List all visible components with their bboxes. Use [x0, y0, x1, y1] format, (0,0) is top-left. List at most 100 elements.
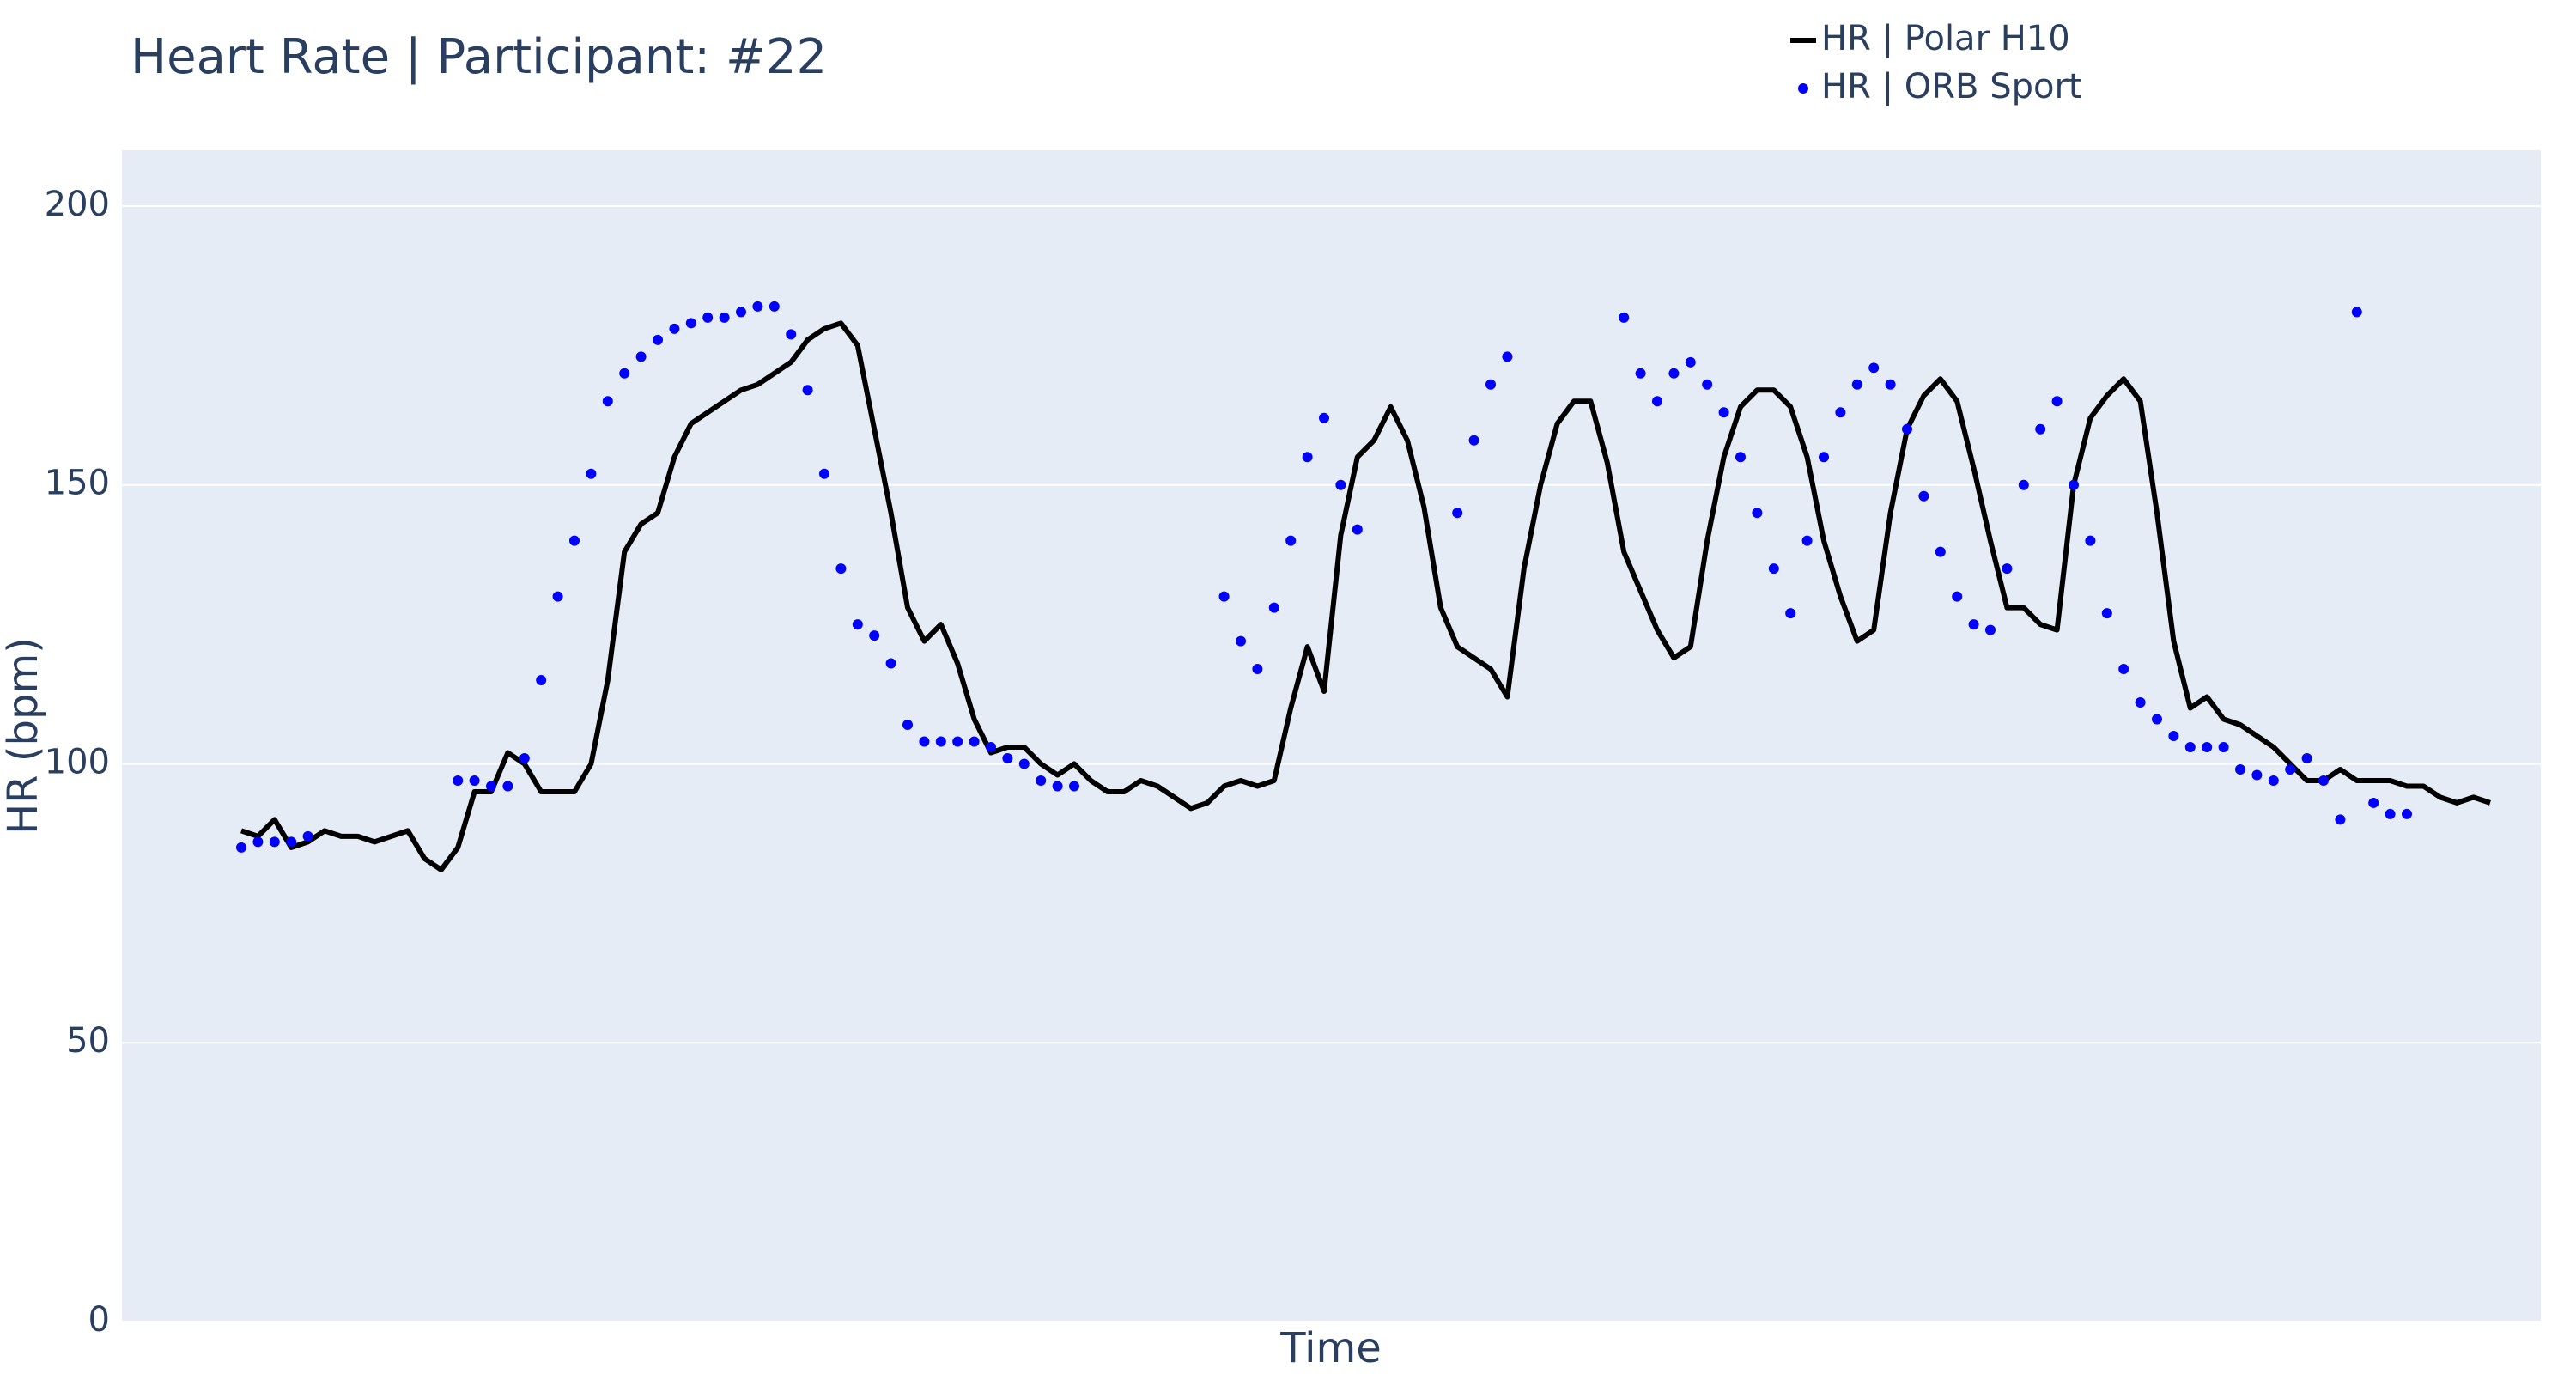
- series-point: [653, 334, 663, 345]
- series-point: [1785, 608, 1796, 619]
- series-point: [935, 736, 946, 747]
- series-point: [1652, 396, 1662, 407]
- series-point: [2402, 808, 2412, 819]
- y-tick-label: 200: [45, 185, 110, 224]
- series-point: [2202, 741, 2213, 752]
- chart-title: Heart Rate | Participant: #22: [131, 29, 827, 85]
- series-point: [486, 781, 496, 792]
- legend-label: HR | Polar H10: [1821, 19, 2070, 58]
- series-point: [952, 736, 963, 747]
- y-tick-label: 0: [88, 1300, 110, 1340]
- series-point: [769, 301, 780, 312]
- series-point: [2101, 608, 2112, 619]
- y-tick-label: 100: [45, 742, 110, 781]
- series-point: [1218, 591, 1230, 602]
- series-point: [1968, 619, 1979, 630]
- legend-swatch: [1798, 83, 1808, 94]
- series-point: [2385, 808, 2396, 819]
- series-point: [2251, 769, 2263, 781]
- series-point: [1935, 546, 1946, 557]
- series-point: [2168, 731, 2179, 741]
- series-point: [1335, 479, 1346, 490]
- series-point: [802, 385, 813, 396]
- series-point: [1768, 563, 1779, 575]
- series-point: [269, 836, 280, 848]
- series-point: [1452, 508, 1463, 519]
- series-point: [552, 591, 563, 602]
- series-point: [2051, 396, 2063, 407]
- series-point: [1302, 452, 1313, 463]
- series-point: [1801, 535, 1813, 546]
- series-point: [685, 318, 696, 329]
- series-point: [1485, 379, 1496, 390]
- series-point: [519, 752, 530, 763]
- series-point: [2135, 697, 2146, 708]
- series-point: [2118, 664, 2129, 675]
- series-point: [2035, 423, 2046, 435]
- series-point: [453, 775, 464, 786]
- series-point: [852, 619, 863, 630]
- series-point: [469, 775, 480, 786]
- series-line: [240, 320, 2491, 872]
- series-point: [2368, 797, 2379, 808]
- series-point: [619, 368, 630, 379]
- series-point: [302, 830, 313, 842]
- plot-area: [122, 150, 2541, 1322]
- series-point: [786, 329, 797, 340]
- series-point: [919, 736, 930, 747]
- series-point: [1236, 635, 1246, 647]
- series-point: [2218, 741, 2229, 752]
- series-point: [1918, 490, 1929, 502]
- series-point: [1902, 423, 1912, 435]
- series-point: [1985, 624, 1996, 635]
- series-point: [1052, 781, 1063, 792]
- series-point: [2335, 814, 2346, 825]
- series-point: [2351, 307, 2362, 318]
- series-point: [752, 301, 763, 312]
- series-point: [902, 720, 913, 731]
- series-point: [1018, 758, 1030, 769]
- series-point: [569, 535, 580, 546]
- series-point: [1685, 356, 1696, 368]
- series-point: [635, 351, 647, 362]
- x-axis-title: Time: [1279, 1324, 1381, 1372]
- series-point: [1468, 435, 1479, 446]
- series-point: [869, 630, 880, 641]
- series-point: [236, 842, 246, 853]
- series-point: [2018, 479, 2029, 490]
- series-point: [736, 307, 746, 318]
- series-point: [2318, 775, 2329, 786]
- series-point: [1835, 407, 1846, 418]
- y-tick-label: 50: [66, 1021, 110, 1061]
- series-point: [885, 658, 896, 669]
- y-tick-label: 150: [45, 464, 110, 503]
- y-axis-title: HR (bpm): [0, 637, 47, 835]
- series-point: [2184, 741, 2196, 752]
- series-point: [719, 312, 730, 323]
- series-point: [2085, 535, 2096, 546]
- series-point: [1718, 407, 1729, 418]
- series-point: [252, 836, 264, 848]
- series-point: [1735, 452, 1746, 463]
- series-point: [1635, 368, 1646, 379]
- series-point: [536, 675, 547, 686]
- series-point: [2268, 775, 2279, 786]
- legend-label: HR | ORB Sport: [1821, 67, 2082, 106]
- series-point: [835, 563, 847, 575]
- series-point: [702, 312, 714, 323]
- series-point: [819, 468, 829, 479]
- series-point: [1069, 781, 1079, 792]
- series-point: [1252, 664, 1263, 675]
- series-point: [1668, 368, 1680, 379]
- series-point: [1885, 379, 1896, 390]
- series-point: [1036, 775, 1047, 786]
- series-point: [1502, 351, 1513, 362]
- series-point: [2301, 752, 2312, 763]
- series-point: [1819, 452, 1829, 463]
- series-point: [1952, 591, 1963, 602]
- series-point: [2235, 763, 2245, 775]
- series-point: [969, 736, 980, 747]
- series-point: [1352, 524, 1363, 535]
- series-point: [1319, 412, 1329, 423]
